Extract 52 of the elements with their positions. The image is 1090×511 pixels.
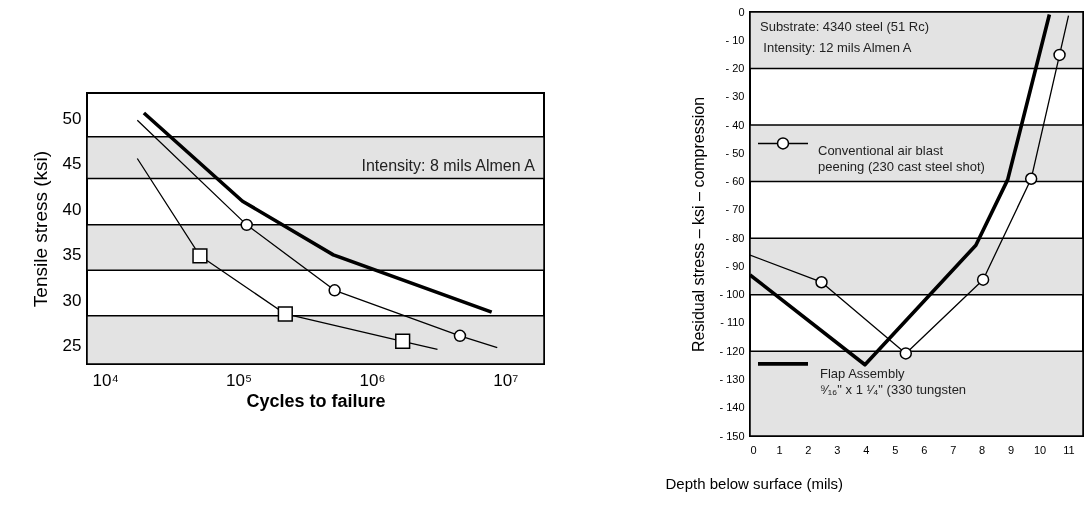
y-tick-label: - 40	[725, 118, 745, 131]
x-tick-label: 6	[921, 443, 928, 456]
y-tick-label: - 20	[725, 62, 745, 75]
y-tick-label: - 70	[725, 203, 745, 216]
y-tick-label: - 80	[725, 231, 745, 244]
y-tick-label: 40	[62, 199, 82, 219]
x-tick-label: 5	[892, 443, 899, 456]
x-tick-label: 10	[1033, 443, 1047, 456]
y-tick-label: - 110	[720, 316, 745, 329]
x-tick-label: 8	[979, 443, 986, 456]
x-tick-label: 9	[1008, 443, 1015, 456]
x-tick-label: 11	[1063, 443, 1075, 456]
x-axis-title: Depth below surface (mils)	[665, 474, 844, 492]
x-axis-title: Cycles to failure	[246, 390, 386, 411]
x-tick-label: 10⁷	[493, 370, 519, 390]
point	[899, 347, 913, 360]
y-tick-label: 35	[62, 245, 82, 265]
y-axis-title: Tensile stress (ksi)	[29, 150, 51, 308]
x-tick-label: 1	[776, 443, 783, 456]
x-tick-label: 10⁴	[92, 370, 119, 390]
x-tick-label: 2	[805, 443, 812, 456]
y-tick-label: - 10	[725, 33, 745, 46]
y-tick-label: 45	[62, 154, 82, 174]
x-tick-label: 7	[950, 443, 957, 456]
x-tick-label: 10⁶	[359, 370, 386, 390]
y-tick-label: - 90	[725, 259, 745, 272]
x-tick-label: 3	[834, 443, 841, 456]
y-tick-label: 50	[62, 108, 82, 128]
annotation: Intensity: 8 mils Almen A	[361, 157, 536, 175]
y-tick-label: - 30	[725, 90, 745, 103]
y-tick-label: 25	[62, 336, 82, 356]
point	[1053, 48, 1066, 62]
point	[976, 273, 990, 286]
annotation: Intensity: 12 mils Almen A	[763, 40, 912, 56]
y-tick-label: 30	[62, 290, 82, 310]
text: Flap Assembly ⁹⁄₁₆" x 1 ¹⁄₄" (330 tungsten	[820, 366, 967, 398]
y-tick-label: - 140	[719, 401, 745, 414]
y-tick-label: - 130	[719, 372, 745, 385]
y-axis-title: Residual stress – ksi – compression	[690, 96, 708, 353]
x-tick-label: 0	[750, 443, 757, 456]
legend-label: Conventional air blast peening (230 cast steel shot)	[818, 142, 985, 174]
y-tick-label: - 120	[719, 344, 745, 357]
y-tick-label: - 100	[719, 288, 745, 301]
point	[1024, 172, 1038, 185]
y-tick-label: 0	[738, 5, 745, 18]
y-tick-label: - 50	[725, 146, 745, 159]
x-tick-label: 4	[863, 443, 870, 456]
x-tick-label: 10⁵	[226, 370, 253, 390]
y-tick-label: - 150	[719, 429, 745, 442]
point	[815, 276, 828, 289]
y-tick-label: - 60	[725, 175, 745, 188]
annotation: Substrate: 4340 steel (51 Rc)	[759, 18, 930, 34]
